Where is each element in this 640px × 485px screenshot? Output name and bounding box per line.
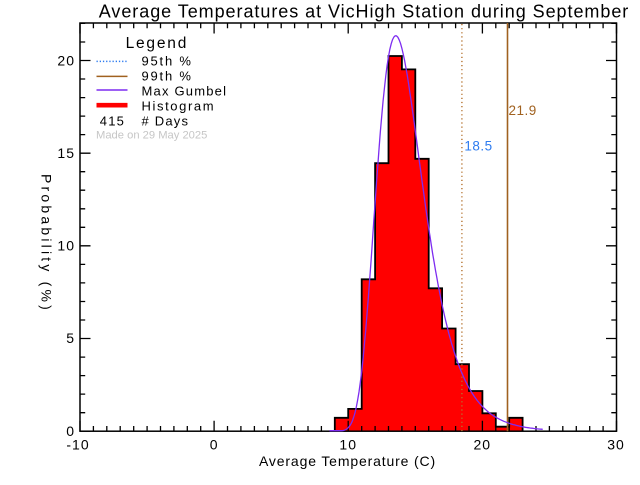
svg-text:415: 415	[100, 114, 125, 129]
svg-text:5: 5	[66, 330, 75, 346]
svg-text:95th %: 95th %	[142, 54, 193, 69]
svg-text:Probability (%): Probability (%)	[39, 174, 55, 313]
svg-text:Max Gumbel: Max Gumbel	[142, 83, 228, 98]
svg-text:18.5: 18.5	[464, 139, 492, 154]
svg-text:0: 0	[210, 437, 219, 453]
svg-text:# Days: # Days	[142, 114, 190, 129]
svg-text:99th %: 99th %	[142, 69, 193, 84]
svg-text:Average Temperature (C): Average Temperature (C)	[259, 453, 436, 469]
svg-text:-10: -10	[66, 437, 89, 453]
svg-text:20: 20	[57, 52, 75, 68]
svg-text:0: 0	[66, 423, 75, 439]
svg-text:Average Temperatures at VicHig: Average Temperatures at VicHigh Station …	[99, 2, 629, 22]
svg-text:15: 15	[57, 145, 75, 161]
svg-text:Legend: Legend	[126, 35, 189, 52]
svg-text:20: 20	[474, 437, 492, 453]
svg-text:21.9: 21.9	[509, 103, 537, 118]
svg-text:Made on 29 May 2025: Made on 29 May 2025	[96, 129, 207, 141]
svg-text:30: 30	[607, 437, 625, 453]
svg-text:Histogram: Histogram	[142, 98, 216, 113]
svg-text:10: 10	[339, 437, 357, 453]
svg-text:10: 10	[57, 238, 75, 254]
